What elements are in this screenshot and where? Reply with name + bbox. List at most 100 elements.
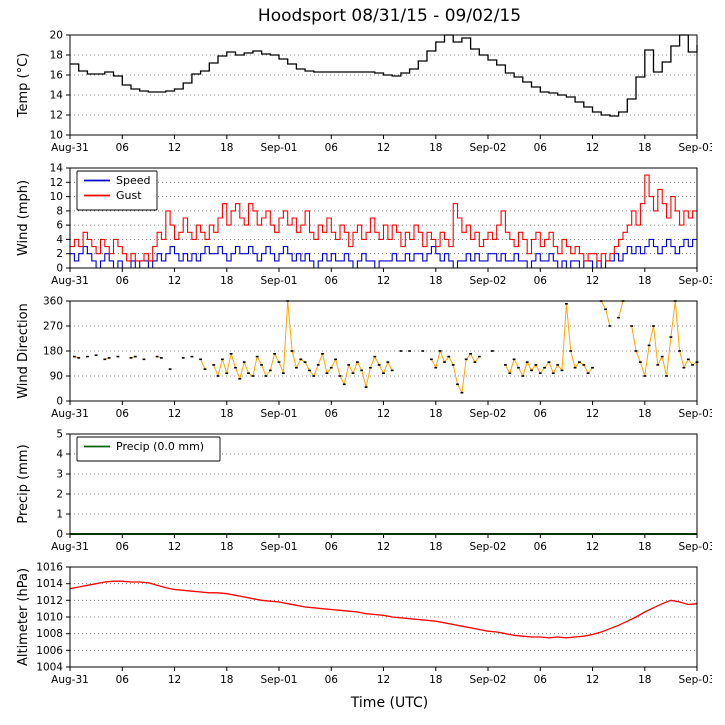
x-axis: Aug-31 06 12 18 Sep-01 06 12 18 Sep-02 06 12 18 Sep-… bbox=[51, 534, 712, 553]
y-tick-label: 1016 bbox=[36, 562, 63, 574]
x-tick-label: Sep-02 bbox=[470, 541, 507, 553]
x-tick-label: 12 bbox=[168, 674, 181, 686]
y-tick-label: 16 bbox=[50, 70, 64, 82]
x-tick-label: 06 bbox=[325, 541, 339, 553]
y-tick-label: 0 bbox=[56, 396, 63, 408]
y-tick-label: 14 bbox=[50, 163, 64, 175]
y-tick-label: 1012 bbox=[36, 595, 63, 607]
x-tick-label: 18 bbox=[220, 142, 233, 154]
x-tick-label: 12 bbox=[168, 408, 181, 420]
series-altimeter bbox=[69, 580, 698, 639]
altimeter-plot: 1004 1006 1008 1010 1012 1014 1016 Aug-31 06 12 18… bbox=[16, 562, 712, 686]
subplot-altimeter: 1004 1006 1008 1010 1012 1014 1016 Aug-31 06 12 18… bbox=[12, 562, 724, 695]
x-tick-label: 12 bbox=[586, 142, 599, 154]
subplot-temperature: 10 12 14 16 18 20 Aug-31 06 12 18 Sep-01 06 12 18 Sep-… bbox=[12, 30, 724, 163]
x-tick-label: 06 bbox=[325, 674, 339, 686]
y-tick-label: 12 bbox=[50, 177, 63, 189]
x-tick-label: 18 bbox=[429, 408, 442, 420]
x-tick-label: Aug-31 bbox=[51, 541, 89, 553]
subplot-wind: 0 2 4 6 8 10 12 14 Aug-31 06 12 18 Sep-01 06 12 18 Sep-0… bbox=[12, 163, 724, 296]
y-axis: 1004 1006 1008 1010 1012 1014 1016 bbox=[36, 562, 70, 674]
y-tick-label: 180 bbox=[43, 346, 63, 358]
x-tick-label: 18 bbox=[220, 275, 233, 287]
y-tick-label: 10 bbox=[50, 191, 63, 203]
x-tick-label: 12 bbox=[377, 142, 390, 154]
x-tick-label: 12 bbox=[168, 275, 181, 287]
x-tick-label: Sep-01 bbox=[261, 408, 298, 420]
series-temp bbox=[70, 34, 698, 117]
y-tick-label: 1014 bbox=[36, 578, 63, 590]
x-tick-label: 12 bbox=[168, 142, 181, 154]
x-tick-label: 12 bbox=[377, 674, 390, 686]
y-axis: 0 90 180 270 360 bbox=[43, 296, 70, 408]
x-tick-label: 18 bbox=[220, 674, 233, 686]
y-tick-label: 8 bbox=[56, 205, 63, 217]
x-tick-label: Sep-02 bbox=[470, 142, 507, 154]
x-tick-label: 12 bbox=[586, 674, 599, 686]
x-tick-label: 18 bbox=[638, 674, 651, 686]
wind-plot: 0 2 4 6 8 10 12 14 Aug-31 06 12 18 Sep-01 06 12 18 Sep-0… bbox=[16, 163, 712, 287]
x-tick-label: 18 bbox=[220, 541, 233, 553]
y-axis: 0 2 4 6 8 10 12 14 bbox=[50, 163, 70, 275]
x-tick-label: 06 bbox=[116, 408, 130, 420]
x-tick-label: 06 bbox=[534, 674, 548, 686]
y-tick-label: 18 bbox=[50, 50, 63, 62]
y-axis-title: Altimeter (hPa) bbox=[16, 568, 31, 666]
series-gust bbox=[70, 174, 697, 262]
x-tick-label: Sep-01 bbox=[261, 275, 298, 287]
x-tick-label: Sep-03 bbox=[679, 142, 712, 154]
temperature-plot: 10 12 14 16 18 20 Aug-31 06 12 18 Sep-01 06 12 18 Sep-… bbox=[16, 30, 712, 154]
x-tick-label: 18 bbox=[638, 275, 651, 287]
y-tick-label: 6 bbox=[56, 220, 63, 232]
x-axis: Aug-31 06 12 18 Sep-01 06 12 18 Sep-02 06 12 18 Sep-… bbox=[51, 268, 712, 287]
x-tick-label: Aug-31 bbox=[51, 275, 89, 287]
plot-frame bbox=[69, 34, 698, 136]
x-tick-label: Sep-02 bbox=[470, 275, 507, 287]
x-axis: Aug-31 06 12 18 Sep-01 06 12 18 Sep-02 06 12 18 Sep-… bbox=[51, 135, 712, 154]
x-tick-label: 06 bbox=[325, 142, 339, 154]
series-direction bbox=[73, 300, 699, 394]
x-tick-label: Sep-03 bbox=[679, 541, 712, 553]
grid-lines bbox=[70, 583, 697, 651]
x-tick-label: 12 bbox=[586, 408, 599, 420]
y-tick-label: 20 bbox=[50, 30, 63, 42]
y-axis: 0 1 2 3 4 5 bbox=[56, 429, 70, 541]
y-axis-title: Wind Direction bbox=[16, 303, 31, 399]
x-tick-label: Aug-31 bbox=[51, 674, 89, 686]
grid-lines bbox=[70, 181, 697, 255]
y-tick-label: 3 bbox=[56, 469, 63, 481]
x-tick-label: 06 bbox=[116, 142, 130, 154]
x-tick-label: Sep-03 bbox=[679, 674, 712, 686]
y-tick-label: 1006 bbox=[36, 645, 63, 657]
x-tick-label: 18 bbox=[638, 541, 651, 553]
wind-direction-plot: 0 90 180 270 360 Aug-31 06 12 18 Sep-01 06 12 18 Sep-… bbox=[16, 296, 712, 420]
x-tick-label: Sep-03 bbox=[679, 408, 712, 420]
y-tick-label: 90 bbox=[50, 371, 63, 383]
y-axis: 10 12 14 16 18 20 bbox=[50, 30, 70, 142]
x-tick-label: Sep-02 bbox=[470, 408, 507, 420]
x-tick-label: 12 bbox=[586, 541, 599, 553]
x-tick-label: 18 bbox=[220, 408, 233, 420]
y-tick-label: 2 bbox=[56, 489, 63, 501]
x-tick-label: 06 bbox=[116, 541, 130, 553]
grid-lines bbox=[70, 325, 697, 377]
y-tick-label: 0 bbox=[56, 529, 63, 541]
x-tick-label: 18 bbox=[429, 541, 442, 553]
y-tick-label: 1010 bbox=[36, 612, 63, 624]
x-tick-label: 06 bbox=[534, 541, 548, 553]
legend-label-speed: Speed bbox=[116, 174, 150, 187]
x-tick-label: Aug-31 bbox=[51, 142, 89, 154]
y-tick-label: 1008 bbox=[36, 628, 63, 640]
legend-label-gust: Gust bbox=[116, 189, 142, 202]
y-tick-label: 270 bbox=[43, 321, 63, 333]
x-tick-label: Sep-01 bbox=[261, 674, 298, 686]
x-tick-label: Aug-31 bbox=[51, 408, 89, 420]
x-tick-label: 06 bbox=[116, 674, 130, 686]
x-tick-label: Sep-01 bbox=[261, 541, 298, 553]
plot-frame bbox=[69, 167, 698, 269]
subplot-precip: 0 1 2 3 4 5 Aug-31 06 12 18 Sep-01 06 12 18 Sep-02 06 12… bbox=[12, 429, 724, 562]
x-tick-label: 06 bbox=[534, 142, 548, 154]
x-tick-label: 06 bbox=[534, 408, 548, 420]
y-tick-label: 1 bbox=[56, 509, 63, 521]
